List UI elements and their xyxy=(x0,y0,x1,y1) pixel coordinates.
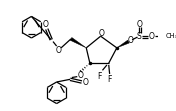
Text: F: F xyxy=(98,72,102,81)
Text: CH₃: CH₃ xyxy=(165,33,176,39)
Text: S: S xyxy=(137,32,142,41)
Text: O: O xyxy=(55,46,61,55)
Polygon shape xyxy=(117,40,129,48)
Polygon shape xyxy=(70,38,86,48)
Text: O: O xyxy=(43,20,49,29)
Text: O: O xyxy=(82,78,88,87)
Text: O: O xyxy=(127,36,133,45)
Text: O: O xyxy=(136,20,142,29)
Text: O: O xyxy=(149,32,155,41)
Text: O: O xyxy=(99,29,105,38)
Text: F: F xyxy=(107,75,112,84)
Text: O: O xyxy=(78,71,84,80)
